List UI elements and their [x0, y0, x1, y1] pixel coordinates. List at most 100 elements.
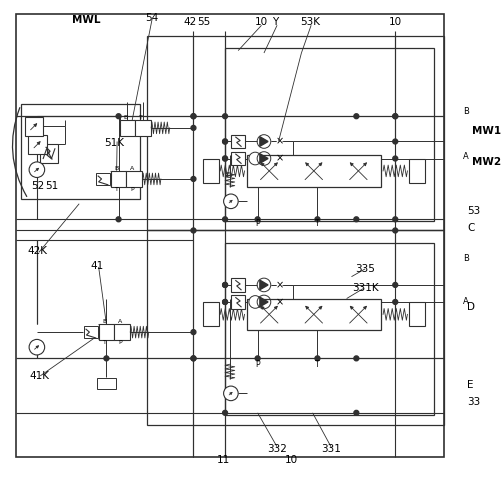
Circle shape [353, 217, 358, 222]
Polygon shape [260, 280, 268, 290]
Circle shape [222, 114, 227, 119]
Text: 11: 11 [216, 455, 230, 465]
Bar [96, 173, 110, 185]
Text: 54: 54 [145, 13, 158, 23]
Circle shape [392, 299, 397, 304]
Bar [224, 243, 433, 415]
Text: 41K: 41K [29, 371, 49, 381]
Text: P: P [118, 340, 122, 345]
Bar [16, 14, 443, 456]
Circle shape [222, 156, 227, 161]
Text: T: T [315, 360, 319, 369]
Text: 51: 51 [45, 181, 59, 191]
Polygon shape [260, 297, 268, 307]
Bar [224, 48, 433, 221]
Text: ×: × [275, 153, 283, 163]
Bar [231, 151, 244, 165]
Circle shape [191, 114, 195, 119]
Text: 331: 331 [321, 444, 340, 454]
Circle shape [222, 410, 227, 415]
Bar [203, 302, 219, 326]
Bar [28, 135, 47, 153]
Bar [98, 324, 114, 340]
Text: C: C [466, 223, 473, 233]
Bar [147, 36, 443, 231]
Text: 331K: 331K [351, 283, 378, 294]
Text: 53: 53 [466, 206, 479, 216]
Text: Y: Y [272, 17, 278, 27]
Text: 42: 42 [183, 17, 196, 27]
Circle shape [191, 228, 195, 233]
Circle shape [392, 217, 397, 222]
Text: MW1: MW1 [471, 126, 500, 136]
Bar [119, 120, 135, 136]
Circle shape [248, 152, 261, 165]
Text: B: B [462, 254, 468, 263]
Text: P: P [255, 219, 260, 228]
Text: ×: × [275, 280, 283, 290]
Text: T: T [139, 115, 143, 120]
Text: A: A [130, 166, 134, 171]
Text: A: A [462, 151, 468, 160]
Bar [231, 278, 244, 292]
Text: T: T [102, 340, 106, 345]
Circle shape [191, 177, 195, 181]
Circle shape [222, 299, 227, 304]
Circle shape [116, 217, 121, 222]
Text: 10: 10 [285, 455, 298, 465]
Circle shape [222, 139, 227, 144]
Circle shape [222, 139, 227, 144]
Text: B: B [114, 166, 119, 171]
Circle shape [315, 356, 319, 361]
Text: 332: 332 [267, 444, 287, 454]
Text: 335: 335 [354, 264, 374, 274]
Circle shape [222, 156, 227, 161]
Circle shape [353, 114, 358, 119]
Text: A: A [118, 319, 122, 324]
Text: 53K: 53K [300, 17, 320, 27]
Text: T: T [315, 219, 319, 228]
Text: D: D [466, 302, 474, 312]
Polygon shape [260, 154, 268, 163]
Circle shape [392, 114, 397, 119]
Circle shape [353, 410, 358, 415]
Text: E: E [466, 380, 473, 390]
Bar [25, 117, 43, 136]
Text: B: B [462, 107, 468, 116]
Text: B: B [102, 319, 106, 324]
Text: 51K: 51K [104, 138, 124, 148]
Bar [84, 326, 98, 339]
Circle shape [392, 114, 397, 119]
Circle shape [116, 114, 121, 119]
Circle shape [29, 340, 45, 355]
Text: 41: 41 [90, 261, 104, 271]
Circle shape [222, 283, 227, 288]
Circle shape [353, 356, 358, 361]
Bar [97, 378, 116, 390]
Circle shape [223, 386, 237, 400]
Bar [231, 135, 244, 148]
Text: A: A [462, 297, 468, 306]
Circle shape [191, 114, 195, 119]
Bar [135, 120, 150, 136]
Text: 10: 10 [388, 17, 401, 27]
Bar [21, 104, 140, 199]
Text: 10: 10 [255, 17, 268, 27]
Bar [246, 155, 380, 187]
Text: 42K: 42K [28, 247, 48, 256]
Bar [408, 159, 424, 183]
Text: 52: 52 [31, 181, 45, 191]
Bar [147, 231, 443, 425]
Circle shape [223, 194, 237, 208]
Circle shape [104, 356, 109, 361]
Circle shape [29, 162, 45, 178]
Polygon shape [260, 137, 268, 146]
Circle shape [222, 217, 227, 222]
Text: MWL: MWL [72, 15, 101, 25]
Circle shape [392, 156, 397, 161]
Circle shape [222, 299, 227, 304]
Bar [126, 171, 142, 187]
Circle shape [191, 356, 195, 361]
Circle shape [255, 356, 260, 361]
Circle shape [222, 283, 227, 288]
